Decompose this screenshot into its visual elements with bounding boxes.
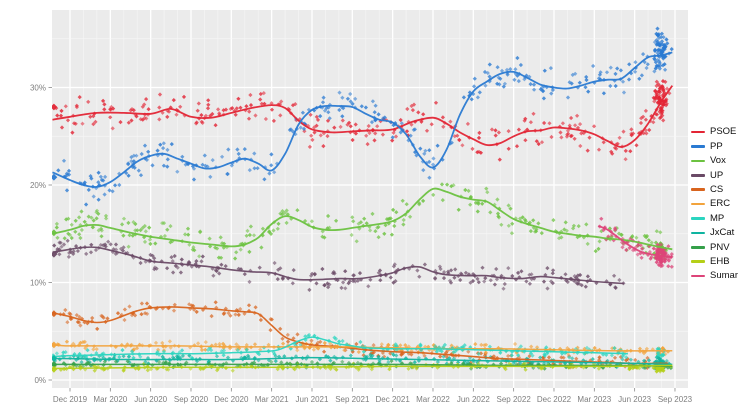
legend-swatch-psoe — [691, 130, 705, 134]
legend-swatch-jxcat — [691, 231, 705, 235]
legend-item-jxcat: JxCat — [691, 226, 738, 240]
trend-line-UP — [52, 246, 624, 285]
legend-swatch-vox — [691, 159, 705, 163]
x-tick-label: Dec 2021 — [376, 395, 411, 404]
y-tick-label: 10% — [30, 279, 46, 288]
legend-swatch-pnv — [691, 246, 705, 249]
legend-item-pnv: PNV — [691, 240, 738, 254]
trend-line-JxCat — [52, 356, 673, 366]
legend-swatch-pp — [691, 145, 705, 148]
x-tick-label: Sep 2020 — [174, 395, 209, 404]
trend-line-ERC — [52, 344, 673, 352]
x-tick-label: Dec 2019 — [53, 395, 88, 404]
x-tick-label: Jun 2020 — [134, 395, 167, 404]
legend-item-erc: ERC — [691, 197, 738, 211]
x-tick-label: Mar 2021 — [255, 395, 289, 404]
legend-label-ehb: EHB — [710, 255, 730, 267]
x-tick-label: Dec 2022 — [537, 395, 572, 404]
x-tick-label: Dec 2020 — [214, 395, 249, 404]
legend-swatch-ehb — [691, 260, 705, 263]
legend-item-ehb: EHB — [691, 255, 738, 269]
x-tick-label: Jun 2023 — [618, 395, 651, 404]
legend-item-vox: Vox — [691, 154, 738, 168]
legend-label-cs: CS — [710, 184, 724, 195]
trend-line-MP — [52, 336, 628, 358]
legend-label-up: UP — [710, 169, 724, 181]
trend-lines-layer — [52, 51, 674, 370]
legend-label-mp: MP — [710, 212, 725, 224]
x-tick-label: Sep 2023 — [658, 395, 693, 404]
scatter-points-layer — [52, 26, 674, 374]
y-tick-label: 30% — [30, 84, 46, 93]
x-tick-label: Mar 2020 — [93, 395, 127, 404]
legend-item-psoe: PSOE — [691, 125, 738, 139]
trend-line-Vox — [52, 187, 673, 251]
legend-label-pnv: PNV — [710, 241, 730, 253]
legend-item-up: UP — [691, 168, 738, 182]
legend-swatch-up — [691, 174, 705, 177]
points-PP — [56, 26, 674, 207]
legend-swatch-erc — [691, 202, 705, 206]
legend-swatch-sumar — [691, 274, 705, 278]
legend-swatch-cs — [691, 188, 705, 192]
y-tick-label: 0% — [34, 376, 46, 385]
legend-item-sumar: Sumar — [691, 269, 738, 283]
y-axis: 0% 10% 20% 30% — [30, 84, 52, 385]
x-tick-label: Sep 2021 — [335, 395, 370, 404]
legend-label-sumar: Sumar — [710, 270, 738, 282]
trend-line-PP — [52, 51, 673, 188]
x-tick-label: Mar 2023 — [577, 395, 611, 404]
trend-line-CS — [52, 306, 669, 365]
election-result-markers — [52, 103, 58, 373]
x-tick-label: Mar 2022 — [416, 395, 450, 404]
legend-item-cs: CS — [691, 183, 738, 197]
plot-panel — [52, 10, 688, 388]
legend-label-psoe: PSOE — [710, 126, 737, 138]
y-tick-label: 20% — [30, 181, 46, 190]
gridlines — [52, 10, 688, 388]
legend-label-pp: PP — [710, 140, 723, 152]
x-axis: Dec 2019 Mar 2020 Jun 2020 Sep 2020 Dec 2020… — [53, 388, 693, 404]
legend-item-mp: MP — [691, 211, 738, 225]
x-tick-label: Sep 2022 — [497, 395, 532, 404]
legend-swatch-mp — [691, 217, 705, 220]
trend-line-EHB — [52, 364, 673, 370]
trend-line-PSOE — [52, 85, 674, 148]
x-tick-label: Jun 2022 — [457, 395, 490, 404]
legend-label-jxcat: JxCat — [710, 227, 735, 239]
legend-item-pp: PP — [691, 139, 738, 153]
trend-line-PNV — [52, 363, 673, 368]
x-tick-label: Jun 2021 — [296, 395, 329, 404]
trend-line-Sumar — [597, 225, 673, 258]
legend-label-vox: Vox — [710, 155, 726, 167]
legend-label-erc: ERC — [710, 198, 731, 210]
chart-legend: PSOE PP Vox UP CS ERC MP JxCat PNV EHB Sumar — [691, 125, 738, 283]
